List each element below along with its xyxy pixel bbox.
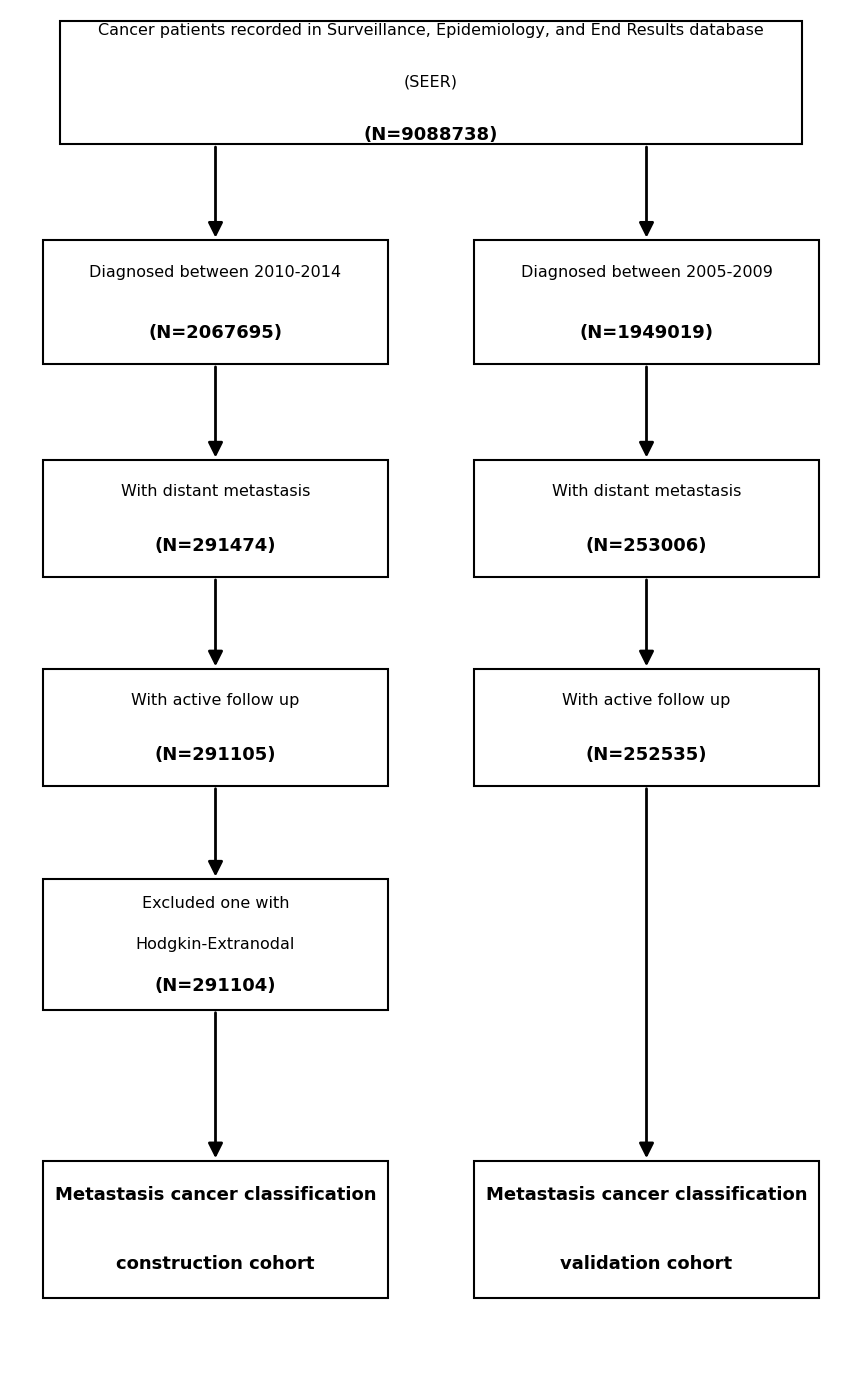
FancyBboxPatch shape bbox=[474, 669, 818, 786]
Text: (N=2067695): (N=2067695) bbox=[148, 323, 282, 342]
FancyBboxPatch shape bbox=[43, 1161, 387, 1298]
Text: With distant metastasis: With distant metastasis bbox=[551, 484, 740, 499]
FancyBboxPatch shape bbox=[474, 1161, 818, 1298]
Text: With active follow up: With active follow up bbox=[131, 692, 300, 708]
Text: Metastasis cancer classification: Metastasis cancer classification bbox=[486, 1186, 806, 1205]
Text: construction cohort: construction cohort bbox=[116, 1254, 314, 1274]
Text: (SEER): (SEER) bbox=[404, 76, 457, 89]
Text: (N=291104): (N=291104) bbox=[155, 977, 276, 995]
Text: With distant metastasis: With distant metastasis bbox=[121, 484, 310, 499]
FancyBboxPatch shape bbox=[60, 21, 801, 144]
Text: With active follow up: With active follow up bbox=[561, 692, 730, 708]
Text: (N=252535): (N=252535) bbox=[585, 746, 706, 764]
Text: (N=291474): (N=291474) bbox=[155, 537, 276, 555]
Text: Diagnosed between 2010-2014: Diagnosed between 2010-2014 bbox=[90, 265, 341, 279]
Text: Metastasis cancer classification: Metastasis cancer classification bbox=[55, 1186, 375, 1205]
Text: Excluded one with: Excluded one with bbox=[141, 896, 289, 911]
Text: (N=1949019): (N=1949019) bbox=[579, 323, 713, 342]
Text: Hodgkin-Extranodal: Hodgkin-Extranodal bbox=[136, 937, 294, 952]
FancyBboxPatch shape bbox=[43, 460, 387, 577]
Text: Cancer patients recorded in Surveillance, Epidemiology, and End Results database: Cancer patients recorded in Surveillance… bbox=[98, 23, 763, 37]
Text: (N=291105): (N=291105) bbox=[155, 746, 276, 764]
Text: (N=253006): (N=253006) bbox=[585, 537, 706, 555]
FancyBboxPatch shape bbox=[474, 240, 818, 364]
FancyBboxPatch shape bbox=[43, 879, 387, 1010]
Text: Diagnosed between 2005-2009: Diagnosed between 2005-2009 bbox=[520, 265, 771, 279]
Text: validation cohort: validation cohort bbox=[560, 1254, 732, 1274]
FancyBboxPatch shape bbox=[43, 669, 387, 786]
Text: (N=9088738): (N=9088738) bbox=[363, 125, 498, 144]
FancyBboxPatch shape bbox=[43, 240, 387, 364]
FancyBboxPatch shape bbox=[474, 460, 818, 577]
